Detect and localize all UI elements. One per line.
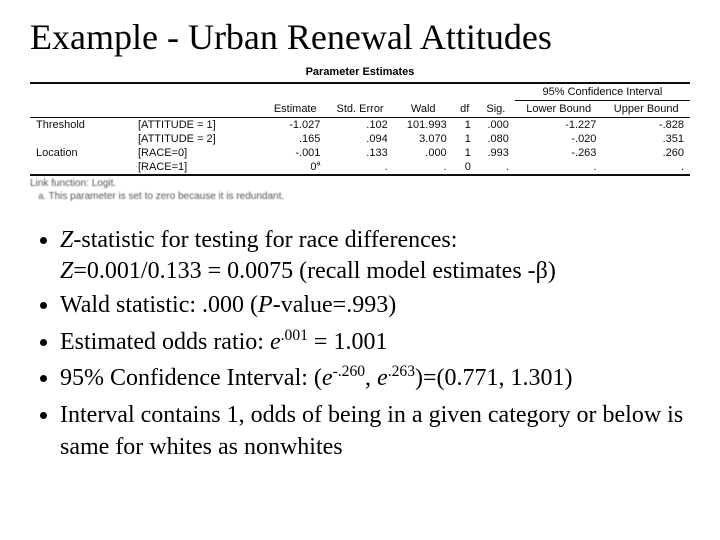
symbol-e: e [270,329,281,355]
table-caption: Parameter Estimates [30,66,690,78]
symbol-Z: Z [60,227,73,253]
cell: .102 [326,118,393,133]
symbol-P: P [258,292,273,318]
cell: -.020 [515,132,603,146]
row-label: [ATTITUDE = 1] [132,118,264,133]
bullet-interpretation: Interval contains 1, odds of being in a … [60,399,690,464]
cell: . [326,160,393,175]
col-lb: Lower Bound [515,101,603,118]
footnote-a: a. This parameter is set to zero because… [30,191,690,202]
cell: . [515,160,603,175]
table-row: [RACE=1] 0a . . 0 . . . [30,160,690,175]
cell: -1.227 [515,118,603,133]
cell: . [477,160,515,175]
cell: . [602,160,690,175]
cell: .000 [394,146,453,160]
col-wald: Wald [394,101,453,118]
symbol-e: e [377,365,388,391]
cell: . [394,160,453,175]
symbol-Z: Z [60,258,73,284]
cell: -.263 [515,146,603,160]
row-label: [RACE=1] [132,160,264,175]
cell: .094 [326,132,393,146]
link-function-note: Link function: Logit. [30,178,690,189]
parameter-estimates-table-wrap: Parameter Estimates 95% Confidence Inter… [30,66,690,202]
bullet-ci: 95% Confidence Interval: (e-.260, e.263)… [60,362,690,394]
cell: 3.070 [394,132,453,146]
page-title: Example - Urban Renewal Attitudes [30,16,690,58]
bullet-list-cont: Wald statistic: .000 (P-value=.993) Esti… [36,289,690,463]
table-row: [ATTITUDE = 2] .165 .094 3.070 1 .080 -.… [30,132,690,146]
table-row: Location [RACE=0] -.001 .133 .000 1 .993… [30,146,690,160]
bullet-z-value: Z=0.001/0.133 = 0.0075 (recall model est… [60,258,690,285]
cell: .080 [477,132,515,146]
parameter-estimates-table: 95% Confidence Interval Estimate Std. Er… [30,82,690,176]
table-row: Threshold [ATTITUDE = 1] -1.027 .102 101… [30,118,690,133]
slide: Example - Urban Renewal Attitudes Parame… [0,0,720,540]
bullet-list: Z-statistic for testing for race differe… [36,224,690,256]
bullet-wald: Wald statistic: .000 (P-value=.993) [60,289,690,321]
cell: .993 [477,146,515,160]
cell: -.001 [264,146,326,160]
stub-threshold: Threshold [30,118,132,133]
cell: 1 [453,146,477,160]
col-stderr: Std. Error [326,101,393,118]
stub-location: Location [30,146,132,160]
cell: -.828 [602,118,690,133]
cell: .260 [602,146,690,160]
ci-header: 95% Confidence Interval [515,83,690,101]
symbol-e: e [322,365,333,391]
cell: .165 [264,132,326,146]
cell: .351 [602,132,690,146]
cell: .133 [326,146,393,160]
cell: 0 [453,160,477,175]
cell: 0a [264,160,326,175]
col-df: df [453,101,477,118]
bullet-odds-ratio: Estimated odds ratio: e.001 = 1.001 [60,326,690,358]
bullet-z-statistic: Z-statistic for testing for race differe… [60,224,690,256]
col-estimate: Estimate [264,101,326,118]
symbol-beta: β [536,258,548,284]
row-label: [RACE=0] [132,146,264,160]
row-label: [ATTITUDE = 2] [132,132,264,146]
cell: -1.027 [264,118,326,133]
cell: 1 [453,118,477,133]
col-sig: Sig. [477,101,515,118]
col-ub: Upper Bound [602,101,690,118]
cell: 101.993 [394,118,453,133]
cell: .000 [477,118,515,133]
cell: 1 [453,132,477,146]
